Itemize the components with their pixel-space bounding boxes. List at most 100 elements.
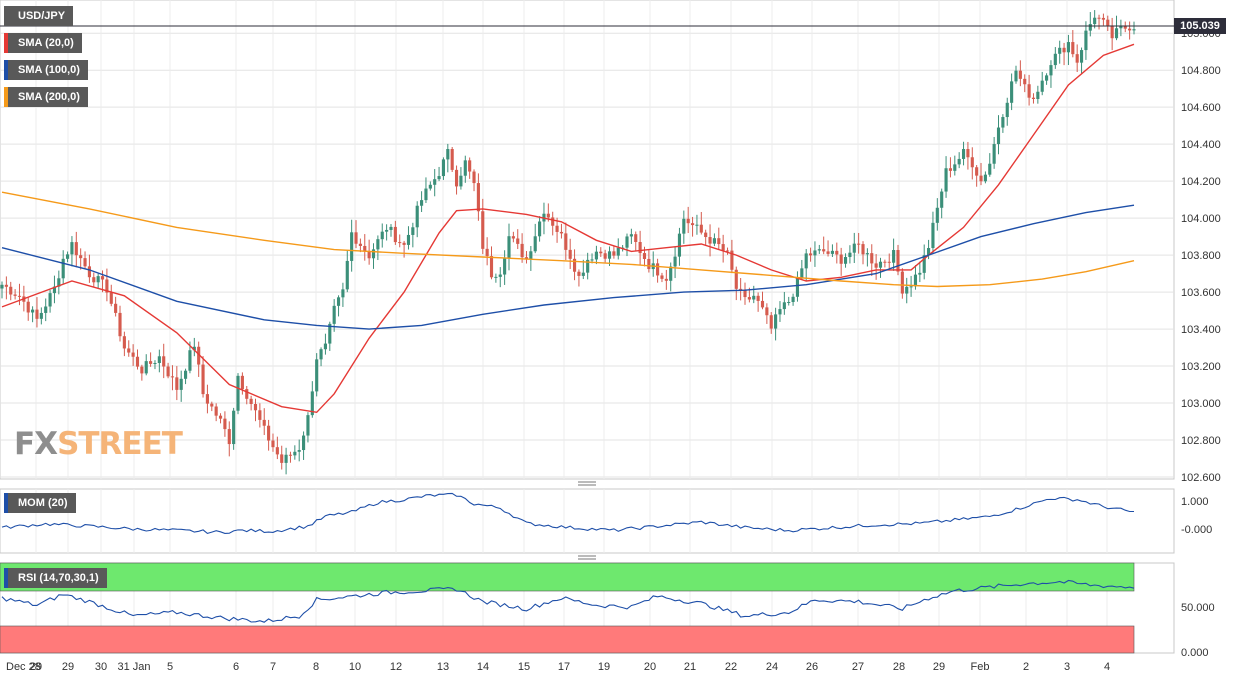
candle-body xyxy=(236,375,240,411)
candle-body xyxy=(656,263,660,276)
candle-body xyxy=(551,217,555,226)
candle-body xyxy=(70,242,74,255)
candle-body xyxy=(210,403,214,407)
panel-frame xyxy=(0,0,1175,480)
sma100-legend-tag[interactable]: SMA (100,0) xyxy=(4,60,88,80)
candle-body xyxy=(1062,47,1066,53)
candle-body xyxy=(996,127,1001,145)
candle-body xyxy=(813,250,817,256)
candle-body xyxy=(533,236,537,252)
candle-body xyxy=(179,378,183,390)
candle-body xyxy=(267,425,271,441)
x-tick-label: 7 xyxy=(270,661,276,673)
candle-body xyxy=(835,250,839,255)
x-tick-label: 26 xyxy=(806,661,818,673)
candle-body xyxy=(970,157,974,168)
candle-body xyxy=(280,454,284,463)
candle-body xyxy=(485,248,489,257)
candle-body xyxy=(157,356,161,364)
candle-body xyxy=(546,213,550,218)
grid xyxy=(0,0,1175,654)
last-price-label: 105.039 xyxy=(1174,18,1226,34)
candle-body xyxy=(1088,24,1092,31)
candle-body xyxy=(463,160,467,176)
candle-body xyxy=(65,254,70,259)
x-tick-label: Feb xyxy=(971,661,990,673)
candle-body xyxy=(31,309,35,313)
candle-body xyxy=(804,253,808,269)
candle-body xyxy=(223,418,227,430)
candle-body xyxy=(983,174,987,182)
candle-body xyxy=(1001,117,1005,128)
x-tick-label: 21 xyxy=(684,661,696,673)
candle-body xyxy=(380,231,384,240)
candle-body xyxy=(74,242,78,256)
sma200-legend-tag[interactable]: SMA (200,0) xyxy=(4,87,88,107)
panel-drag-handle[interactable] xyxy=(578,555,596,560)
candle-body xyxy=(756,295,760,301)
candle-body xyxy=(520,243,524,258)
fxstreet-logo: FXSTREET xyxy=(14,426,183,462)
candle-body xyxy=(459,175,463,187)
rsi-legend-tag[interactable]: RSI (14,70,30,1) xyxy=(4,568,107,588)
y-tick-label: 102.800 xyxy=(1181,435,1221,447)
candle-body xyxy=(319,349,323,360)
candle-body xyxy=(240,375,244,390)
candle-body xyxy=(712,238,716,244)
candle-body xyxy=(201,364,205,395)
candle-body xyxy=(358,243,362,246)
candle-body xyxy=(1058,47,1062,54)
x-tick-label: 12 xyxy=(390,661,402,673)
candle-body xyxy=(861,244,865,255)
candle-body xyxy=(603,253,607,259)
y-tick-label: 104.400 xyxy=(1181,139,1221,151)
rsi-tick-label: 50.000 xyxy=(1181,602,1215,614)
candle-body xyxy=(559,231,564,234)
candle-body xyxy=(690,223,695,226)
candle-body xyxy=(935,207,939,223)
candle-body xyxy=(323,343,327,350)
candle-body xyxy=(892,250,896,263)
candle-body xyxy=(948,168,952,171)
candle-body xyxy=(135,356,140,367)
candle-body xyxy=(944,168,948,192)
candle-body xyxy=(406,234,411,245)
candle-body xyxy=(1049,65,1053,76)
candle-body xyxy=(612,251,616,256)
candle-body xyxy=(57,278,61,287)
y-tick-label: 103.000 xyxy=(1181,398,1221,410)
candle-body xyxy=(826,251,830,254)
candle-body xyxy=(909,286,913,288)
candle-body xyxy=(830,250,834,254)
candle-body xyxy=(616,247,620,256)
x-tick-label: 31 Jan xyxy=(117,661,150,673)
candle-body xyxy=(1132,29,1136,31)
mom-legend-tag[interactable]: MOM (20) xyxy=(4,493,76,513)
candle-body xyxy=(865,253,869,255)
candle-body xyxy=(1027,84,1031,98)
mom-line xyxy=(1,492,1134,535)
candle-body xyxy=(1114,28,1119,39)
candle-body xyxy=(839,254,843,264)
candle-body xyxy=(795,277,800,297)
x-tick-label: 29 xyxy=(62,661,74,673)
panel-drag-handle[interactable] xyxy=(578,481,596,486)
candle-body xyxy=(385,229,389,232)
candle-body xyxy=(122,336,126,349)
candle-body xyxy=(988,163,992,175)
candle-body xyxy=(787,301,791,303)
candle-body xyxy=(791,296,795,302)
candle-body xyxy=(765,307,769,316)
candle-body xyxy=(262,419,266,426)
x-tick-label: 3 xyxy=(1064,661,1070,673)
candle-body xyxy=(607,251,612,259)
candle-body xyxy=(953,164,957,171)
candle-body xyxy=(760,300,765,308)
sma20-legend-tag[interactable]: SMA (20,0) xyxy=(4,33,82,53)
candle-body xyxy=(1123,26,1127,29)
y-tick-label: 104.200 xyxy=(1181,176,1221,188)
instrument-tag[interactable]: USD/JPY xyxy=(4,6,74,26)
candle-body xyxy=(682,218,686,234)
candle-body xyxy=(336,297,341,306)
candle-body xyxy=(140,366,144,374)
